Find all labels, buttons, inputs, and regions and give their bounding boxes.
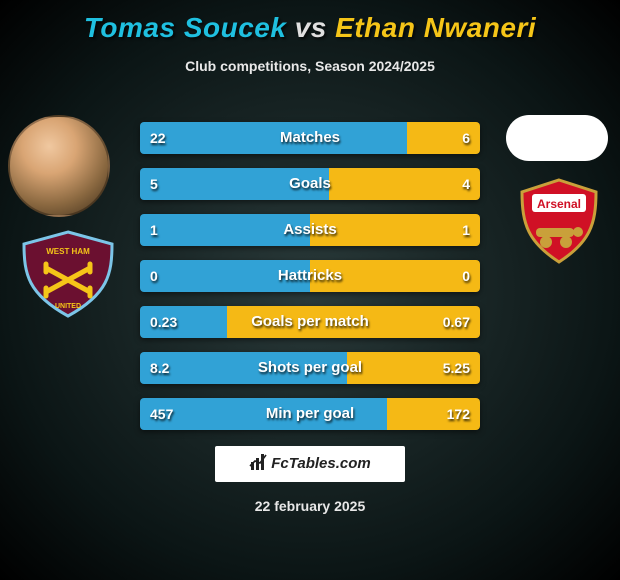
svg-text:WEST HAM: WEST HAM (46, 247, 90, 256)
title-player2: Ethan Nwaneri (335, 12, 536, 43)
stat-value-right: 4 (462, 168, 470, 200)
stat-value-right: 6 (462, 122, 470, 154)
stat-value-right: 0 (462, 260, 470, 292)
stat-value-right: 172 (447, 398, 470, 430)
stat-row: 1 1Assists (140, 214, 480, 246)
title-vs: vs (295, 12, 327, 43)
stat-value-left: 0.23 (150, 306, 177, 338)
stat-value-right: 5.25 (443, 352, 470, 384)
stat-label: Min per goal (140, 398, 480, 430)
player1-avatar (8, 115, 110, 217)
title: Tomas Soucek vs Ethan Nwaneri (0, 0, 620, 44)
player2-avatar (506, 115, 608, 161)
stat-value-left: 1 (150, 214, 158, 246)
stat-label: Goals (140, 168, 480, 200)
stat-value-left: 457 (150, 398, 173, 430)
bars-icon (249, 452, 269, 472)
stat-row: 0 0Hattricks (140, 260, 480, 292)
stat-value-left: 22 (150, 122, 166, 154)
stat-label: Hattricks (140, 260, 480, 292)
stat-row: 22 6Matches (140, 122, 480, 154)
subtitle: Club competitions, Season 2024/2025 (0, 58, 620, 74)
stat-value-left: 0 (150, 260, 158, 292)
stat-value-right: 0.67 (443, 306, 470, 338)
source-logo: FcTables.com (215, 446, 405, 482)
stat-value-left: 8.2 (150, 352, 169, 384)
club2-crest: Arsenal (516, 178, 602, 264)
date-label: 22 february 2025 (0, 498, 620, 514)
club1-crest: WEST HAM UNITED (18, 230, 118, 318)
source-logo-text: FcTables.com (271, 455, 370, 472)
stat-label: Goals per match (140, 306, 480, 338)
stat-value-left: 5 (150, 168, 158, 200)
stat-bars: 22 6Matches 5 4Goals 1 1Assists 0 0Hattricks 0.2… (140, 122, 480, 444)
svg-text:Arsenal: Arsenal (537, 197, 581, 211)
stat-label: Matches (140, 122, 480, 154)
stat-row: 5 4Goals (140, 168, 480, 200)
comparison-card: Tomas Soucek vs Ethan Nwaneri Club compe… (0, 0, 620, 580)
stat-row: 457 172Min per goal (140, 398, 480, 430)
svg-text:UNITED: UNITED (55, 303, 81, 310)
stat-row: 0.23 0.67Goals per match (140, 306, 480, 338)
title-player1: Tomas Soucek (84, 12, 287, 43)
stat-label: Shots per goal (140, 352, 480, 384)
stat-label: Assists (140, 214, 480, 246)
stat-row: 8.2 5.25Shots per goal (140, 352, 480, 384)
stat-value-right: 1 (462, 214, 470, 246)
